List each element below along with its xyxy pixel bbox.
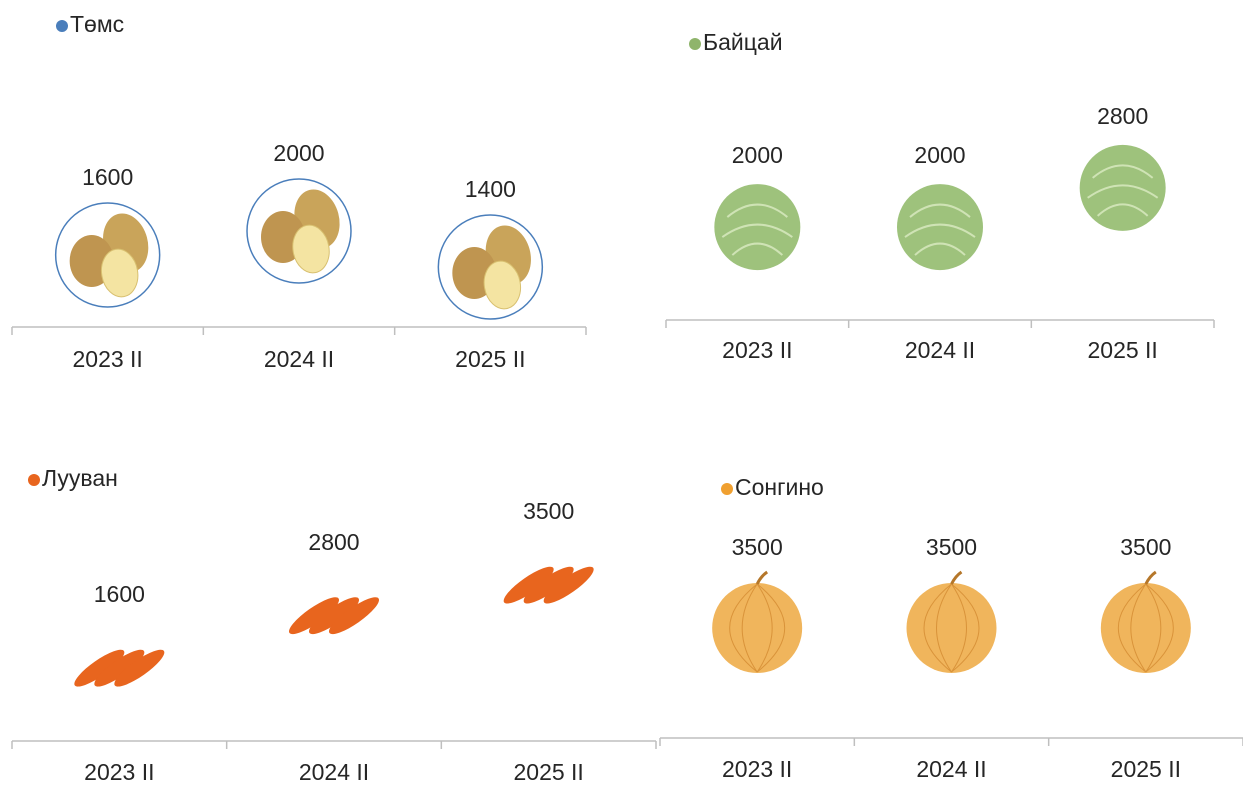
value-label: 1400 [465, 176, 516, 202]
value-label: 3500 [523, 498, 574, 524]
cabbage-vein [904, 203, 976, 256]
legend-icon [689, 38, 701, 50]
marker [906, 570, 997, 673]
onion-line [1117, 583, 1174, 673]
marker [74, 649, 165, 687]
potato-cut [483, 260, 522, 310]
carrot [74, 649, 125, 687]
x-tick-label: 2024 II [264, 346, 334, 372]
x-tick-label: 2025 II [1087, 337, 1157, 363]
x-tick-label: 2025 II [455, 346, 525, 372]
x-tick-label: 2025 II [513, 759, 583, 785]
x-tick-label: 2025 II [1111, 756, 1181, 782]
value-label: 2000 [914, 142, 965, 168]
cabbage-vein [721, 203, 793, 256]
cabbage [1079, 144, 1166, 231]
carrot [329, 597, 379, 635]
legend-icon [721, 483, 733, 495]
legend-label: Байцай [703, 29, 783, 55]
cabbage [897, 184, 983, 271]
carrot [309, 597, 359, 635]
onion-stem [1144, 570, 1157, 585]
marker [503, 566, 594, 604]
legend-label: Төмс [70, 11, 124, 37]
carrot [289, 597, 339, 635]
x-tick-label: 2023 II [72, 346, 142, 372]
marker [1079, 144, 1166, 231]
value-label: 2000 [732, 142, 783, 168]
onion-stem [950, 570, 963, 585]
marker [712, 570, 803, 673]
value-label: 1600 [82, 164, 133, 190]
x-tick-label: 2024 II [916, 756, 986, 782]
carrot [523, 566, 574, 604]
marker [437, 214, 544, 320]
value-label: 2800 [308, 529, 359, 555]
value-label: 3500 [926, 534, 977, 560]
x-tick-label: 2024 II [905, 337, 975, 363]
carrot [503, 566, 554, 604]
x-tick-label: 2023 II [722, 756, 792, 782]
potato-cut [100, 248, 139, 298]
legend-label: Сонгино [735, 474, 824, 500]
x-tick-label: 2023 II [84, 759, 154, 785]
onion-line [729, 583, 786, 673]
onion-line [923, 583, 980, 673]
value-label: 3500 [732, 534, 783, 560]
legend-label: Лууван [42, 465, 118, 491]
carrot [94, 649, 145, 687]
value-label: 3500 [1120, 534, 1171, 560]
value-label: 2800 [1097, 103, 1148, 129]
onion [906, 583, 997, 673]
cabbage [714, 184, 801, 271]
marker [714, 184, 801, 271]
x-tick-label: 2024 II [299, 759, 369, 785]
marker [246, 178, 352, 284]
legend-icon [28, 474, 40, 486]
cabbage-vein [1087, 164, 1159, 217]
x-tick-label: 2023 II [722, 337, 792, 363]
marker [897, 184, 983, 271]
legend-icon [56, 20, 68, 32]
onion-stem [755, 570, 769, 585]
value-label: 1600 [94, 581, 145, 607]
onion [1100, 583, 1191, 673]
onion [712, 583, 803, 673]
marker [54, 202, 161, 308]
value-label: 2000 [273, 140, 324, 166]
marker [1100, 570, 1191, 673]
carrot [114, 649, 165, 687]
potato-cut [292, 224, 330, 274]
carrot [543, 566, 594, 604]
marker [289, 597, 379, 635]
